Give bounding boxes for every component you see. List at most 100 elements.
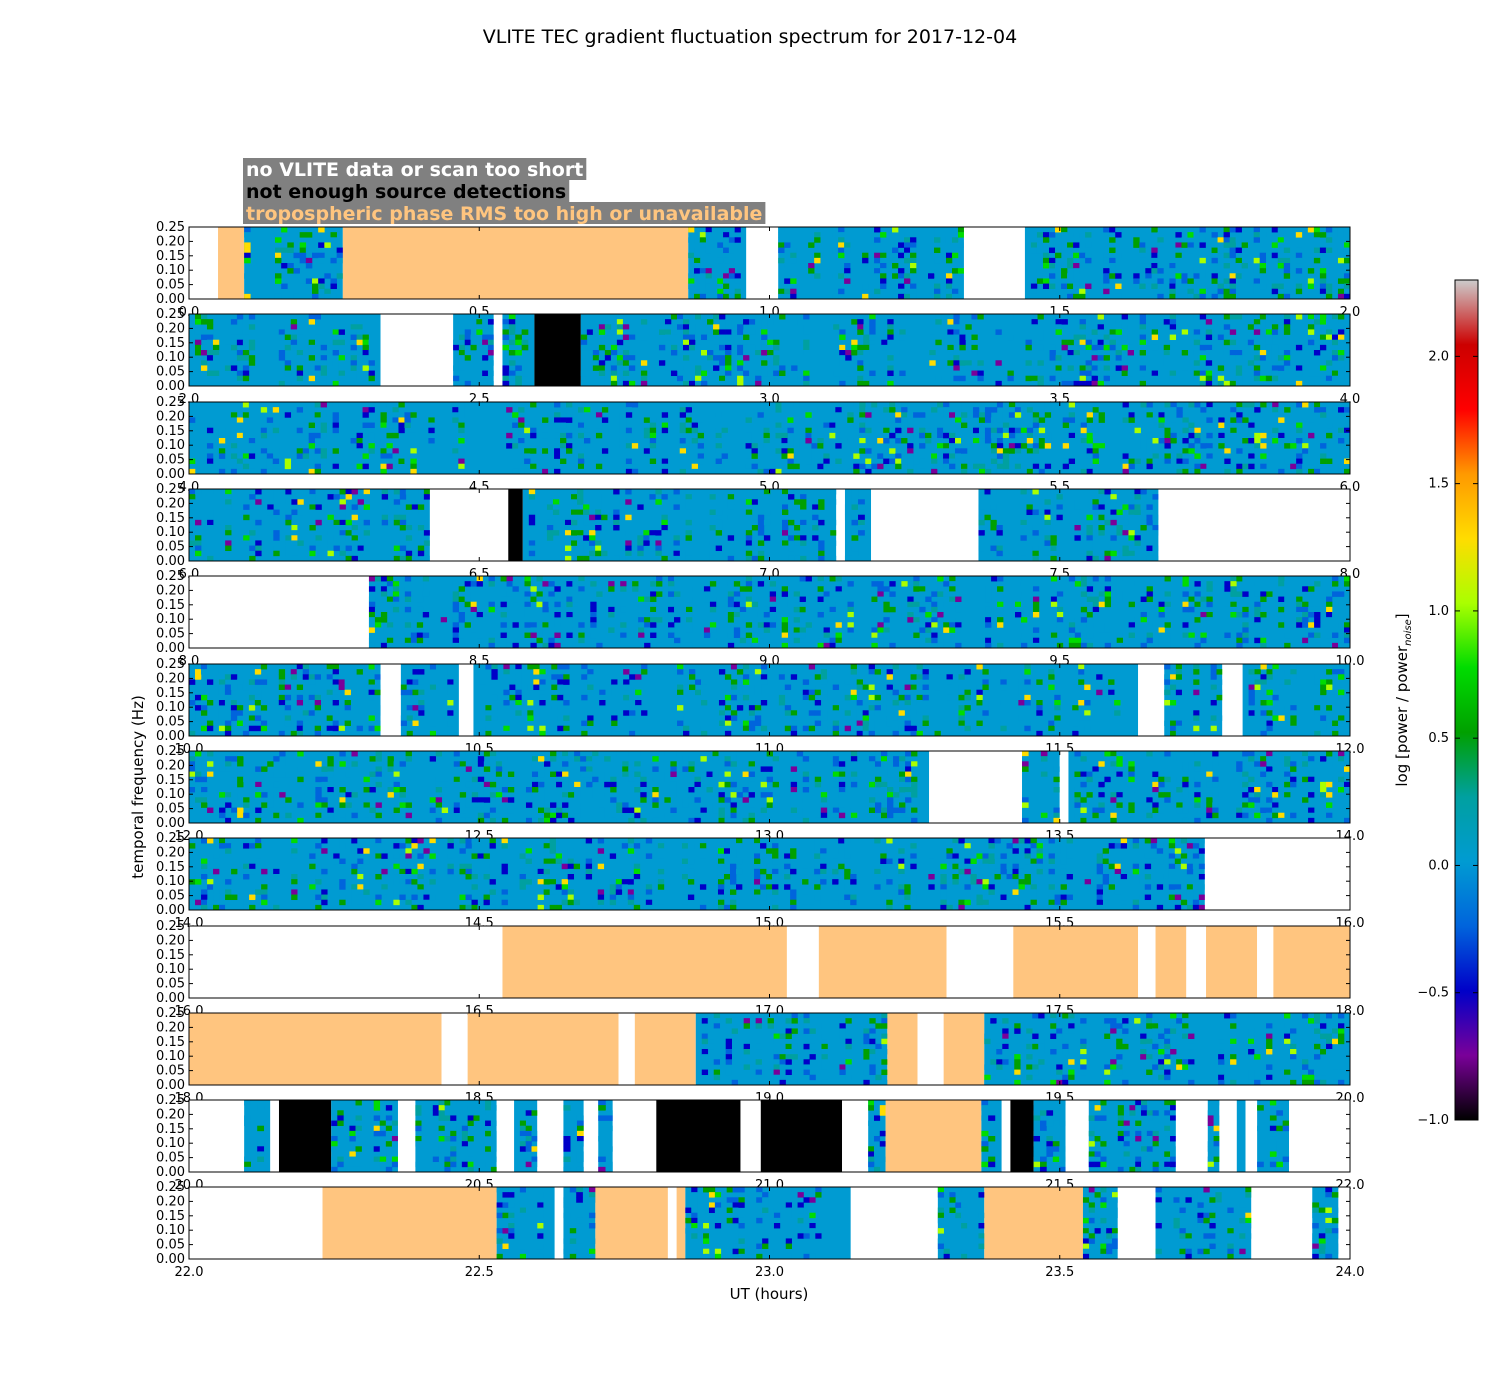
spectrum-segment [1207,1100,1220,1173]
spectrum-panel: 0.000.050.100.150.200.256.0 6.5 7.0 7.5 8.0 [156,482,1360,582]
tropo-segment [342,227,689,299]
y-tick-label: 0.20 [156,234,185,249]
y-tick-label: 0.15 [156,860,185,875]
y-tick-label: 0.15 [156,424,185,439]
no-data-segment [929,751,1023,823]
tropo-segment [1013,926,1139,998]
y-tick-label: 0.15 [156,511,185,526]
no-detection-segment [760,1100,843,1172]
spectrum-segment [688,227,747,300]
no-data-segment [458,664,474,736]
no-data-segment [554,1187,564,1259]
y-tick-label: 0.05 [156,1238,185,1253]
no-data-segment [189,1187,323,1259]
y-axis-label: temporal frequency (Hz) [129,695,147,879]
tropo-segment [189,1013,442,1085]
y-tick-label: 0.05 [156,802,185,817]
legend-label: not enough source detections [246,181,566,203]
y-tick-label: 0.25 [156,657,185,672]
y-tick-label: 0.05 [156,540,185,555]
no-data-segment [871,489,979,561]
tropo-segment [887,1013,918,1085]
tropo-segment [502,926,787,998]
no-data-segment [740,1100,761,1172]
y-tick-label: 0.15 [156,598,185,613]
no-data-segment [1289,1100,1350,1172]
no-data-segment [1257,926,1274,998]
y-tick-label: 0.10 [156,700,185,715]
no-data-segment [1175,1100,1208,1172]
y-tick-label: 0.15 [156,1035,185,1050]
no-data-segment [786,926,819,998]
spectrum-segment [189,314,381,387]
spectrum-segment [1082,1187,1119,1260]
spectrum-segment [502,314,535,387]
y-tick-label: 0.00 [156,903,185,918]
no-data-segment [380,314,454,386]
no-data-segment [946,926,1014,998]
legend-entry: not enough source detections [243,180,570,203]
y-tick-label: 0.05 [156,889,185,904]
legend-box [243,180,570,202]
y-tick-label: 0.00 [156,554,185,569]
spectrum-segment [189,751,930,824]
spectrum-segment [496,1187,555,1260]
x-axis-label: UT (hours) [730,1285,809,1303]
no-data-segment [493,314,503,386]
y-tick-label: 0.00 [156,1078,185,1093]
y-tick-label: 0.00 [156,292,185,307]
spectrum-segment [1312,1187,1339,1260]
spectrum-segment [1155,1187,1252,1260]
no-data-segment [496,1100,515,1172]
spectrum-segment [189,489,431,562]
spectrum-segment [937,1187,985,1260]
no-data-segment [380,664,401,736]
y-tick-label: 0.25 [156,919,185,934]
no-data-segment [189,926,503,998]
tropo-segment [467,1013,619,1085]
no-data-segment [1245,1100,1258,1172]
colorbar-tick-label: 2.0 [1428,349,1449,364]
y-tick-label: 0.10 [156,350,185,365]
spectrum-panel: 0.000.050.100.150.200.254.0 4.5 5.0 5.5 6.0 [156,395,1360,495]
y-tick-label: 0.15 [156,1122,185,1137]
y-tick-label: 0.05 [156,627,185,642]
no-data-segment [746,227,779,299]
y-tick-label: 0.10 [156,438,185,453]
y-tick-label: 0.20 [156,1194,185,1209]
no-data-segment [189,576,369,648]
no-detection-segment [534,314,581,386]
x-tick-label: 23.0 [755,1265,784,1280]
no-detection-segment [1010,1100,1034,1172]
no-detection-segment [508,489,523,561]
no-data-segment [850,1187,938,1259]
y-tick-label: 0.00 [156,816,185,831]
spectrum-segment [981,1100,1002,1172]
y-tick-label: 0.25 [156,307,185,322]
no-data-segment [1158,489,1350,561]
y-tick-label: 0.10 [156,1223,185,1238]
no-data-segment [963,227,1025,299]
y-tick-label: 0.10 [156,787,185,802]
spectrum-segment [563,1100,585,1173]
tropo-segment [818,926,947,998]
no-data-segment [1204,838,1350,910]
y-tick-label: 0.05 [156,1151,185,1166]
no-data-segment [836,489,845,561]
spectrum-segment [244,1100,271,1173]
y-tick-label: 0.15 [156,1209,185,1224]
no-data-segment [1219,1100,1237,1172]
y-tick-label: 0.00 [156,467,185,482]
legend-entry: no VLITE data or scan too short [243,158,587,181]
y-tick-label: 0.00 [156,379,185,394]
spectrum-segment [563,1187,596,1260]
legend-label: tropospheric phase RMS too high or unava… [246,203,762,225]
no-data-segment [1251,1187,1313,1259]
colorbar-tick-label: 0.0 [1428,858,1449,873]
spectrum-segment [868,1100,886,1173]
spectrum-segment [400,664,459,737]
no-data-segment [1222,664,1243,736]
